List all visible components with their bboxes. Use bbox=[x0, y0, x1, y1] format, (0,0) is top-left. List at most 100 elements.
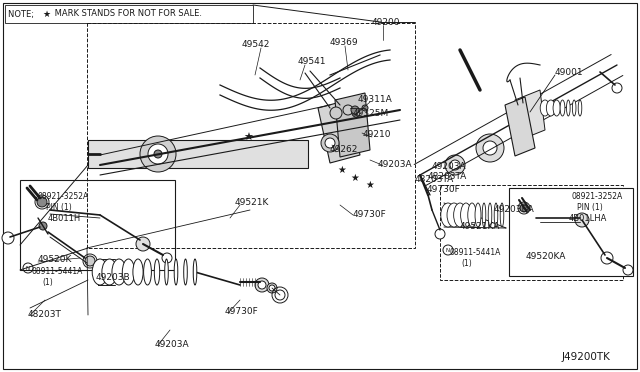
Ellipse shape bbox=[143, 259, 152, 285]
Ellipse shape bbox=[193, 259, 197, 285]
Text: ★: ★ bbox=[338, 165, 346, 175]
Circle shape bbox=[575, 213, 589, 227]
Circle shape bbox=[162, 253, 172, 263]
Ellipse shape bbox=[547, 100, 556, 116]
Circle shape bbox=[352, 109, 360, 117]
Ellipse shape bbox=[488, 203, 492, 227]
Text: 4B011H: 4B011H bbox=[48, 214, 81, 223]
Text: 08911-5441A: 08911-5441A bbox=[450, 248, 501, 257]
Text: 48203TA: 48203TA bbox=[428, 172, 467, 181]
Ellipse shape bbox=[447, 203, 461, 227]
Bar bbox=[87, 23, 415, 248]
Text: 49520KA: 49520KA bbox=[526, 252, 566, 261]
Circle shape bbox=[39, 222, 47, 230]
Text: J49200TK: J49200TK bbox=[562, 352, 611, 362]
Text: 49369: 49369 bbox=[330, 38, 358, 47]
Circle shape bbox=[321, 134, 339, 152]
Circle shape bbox=[362, 105, 368, 111]
Text: 08921-3252A: 08921-3252A bbox=[571, 192, 622, 201]
Text: 49203A: 49203A bbox=[155, 340, 189, 349]
Polygon shape bbox=[335, 93, 370, 157]
Circle shape bbox=[37, 197, 47, 207]
Circle shape bbox=[445, 155, 465, 175]
Text: 49001: 49001 bbox=[555, 68, 584, 77]
Circle shape bbox=[351, 106, 359, 114]
Ellipse shape bbox=[500, 203, 504, 227]
Circle shape bbox=[601, 252, 613, 264]
Text: 08911-5441A: 08911-5441A bbox=[32, 267, 83, 276]
Ellipse shape bbox=[540, 100, 550, 116]
Circle shape bbox=[520, 204, 528, 212]
Text: 08921-3252A: 08921-3252A bbox=[38, 192, 89, 201]
Bar bbox=[440, 185, 623, 280]
Text: 49730F: 49730F bbox=[225, 307, 259, 316]
Text: 49730F: 49730F bbox=[353, 210, 387, 219]
Ellipse shape bbox=[468, 203, 476, 227]
Circle shape bbox=[85, 256, 95, 266]
Polygon shape bbox=[515, 90, 545, 140]
Text: 49203A: 49203A bbox=[432, 162, 467, 171]
Bar bbox=[88, 140, 308, 168]
Text: PIN (1): PIN (1) bbox=[577, 203, 603, 212]
Ellipse shape bbox=[92, 259, 108, 285]
Circle shape bbox=[140, 136, 176, 172]
Circle shape bbox=[269, 285, 275, 291]
Ellipse shape bbox=[102, 259, 117, 285]
Polygon shape bbox=[505, 97, 535, 156]
Circle shape bbox=[148, 144, 168, 164]
Circle shape bbox=[343, 105, 353, 115]
Text: 49203BA: 49203BA bbox=[494, 205, 535, 214]
Circle shape bbox=[2, 232, 14, 244]
Text: 49200: 49200 bbox=[372, 18, 401, 27]
Ellipse shape bbox=[441, 203, 455, 227]
Circle shape bbox=[476, 134, 504, 162]
Text: ★: ★ bbox=[243, 133, 253, 143]
Text: 49210: 49210 bbox=[363, 130, 392, 139]
Text: 49541: 49541 bbox=[298, 57, 326, 66]
Circle shape bbox=[435, 229, 445, 239]
Text: ★: ★ bbox=[42, 10, 50, 19]
Ellipse shape bbox=[560, 100, 565, 116]
Text: 49262: 49262 bbox=[330, 145, 358, 154]
Circle shape bbox=[450, 160, 460, 170]
Text: NOTE;: NOTE; bbox=[8, 10, 36, 19]
Ellipse shape bbox=[174, 259, 178, 285]
Circle shape bbox=[154, 150, 162, 158]
Circle shape bbox=[136, 237, 150, 251]
Circle shape bbox=[483, 141, 497, 155]
Ellipse shape bbox=[578, 100, 582, 116]
Circle shape bbox=[267, 283, 277, 293]
Circle shape bbox=[623, 265, 633, 275]
Ellipse shape bbox=[494, 203, 498, 227]
Text: 49520K: 49520K bbox=[38, 255, 72, 264]
Ellipse shape bbox=[454, 203, 467, 227]
Polygon shape bbox=[318, 100, 360, 163]
Text: PIN (1): PIN (1) bbox=[46, 203, 72, 212]
Text: N: N bbox=[446, 247, 450, 253]
Text: 4B01LHA: 4B01LHA bbox=[569, 214, 607, 223]
Text: 49730F: 49730F bbox=[427, 185, 461, 194]
Bar bbox=[5, 5, 253, 23]
Text: 49521K: 49521K bbox=[235, 198, 269, 207]
Ellipse shape bbox=[553, 100, 560, 116]
Ellipse shape bbox=[475, 203, 481, 227]
Text: 49203B: 49203B bbox=[96, 273, 131, 282]
Ellipse shape bbox=[461, 203, 472, 227]
Ellipse shape bbox=[572, 100, 576, 116]
Text: ★: ★ bbox=[365, 180, 374, 190]
Ellipse shape bbox=[154, 259, 160, 285]
Circle shape bbox=[330, 107, 342, 119]
Ellipse shape bbox=[112, 259, 126, 285]
Text: 49325M: 49325M bbox=[353, 109, 389, 118]
Text: N: N bbox=[26, 266, 30, 270]
Ellipse shape bbox=[122, 259, 134, 285]
Ellipse shape bbox=[184, 259, 188, 285]
Ellipse shape bbox=[566, 100, 570, 116]
Text: (1): (1) bbox=[461, 259, 472, 268]
Text: (1): (1) bbox=[42, 278, 52, 287]
Ellipse shape bbox=[164, 259, 168, 285]
Text: 48203TA: 48203TA bbox=[415, 175, 454, 184]
Text: 49521KA: 49521KA bbox=[460, 222, 500, 231]
Circle shape bbox=[612, 83, 622, 93]
Ellipse shape bbox=[133, 259, 143, 285]
